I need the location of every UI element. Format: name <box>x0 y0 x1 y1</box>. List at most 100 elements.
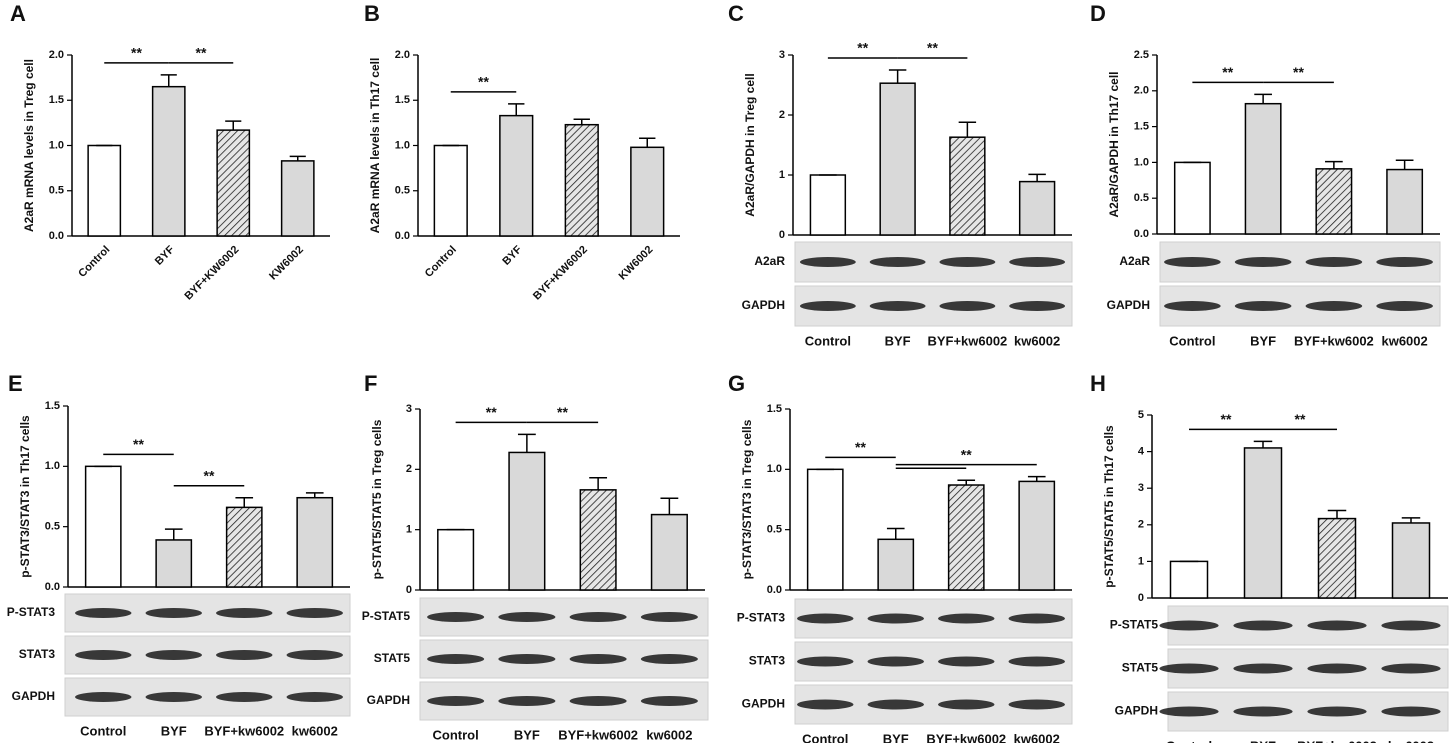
blot-band <box>640 612 698 622</box>
blot-label: STAT3 <box>19 647 56 661</box>
y-tick-label: 1 <box>1138 555 1144 567</box>
y-tick-label: 2.0 <box>49 49 64 61</box>
bar <box>564 123 599 237</box>
blot-label: STAT3 <box>749 654 786 668</box>
blot-label: P-STAT3 <box>7 605 56 619</box>
blot-label: P-STAT3 <box>737 611 786 625</box>
x-tick-label: BYF+kw6002 <box>927 333 1007 348</box>
blot-label: GAPDH <box>1115 704 1158 718</box>
bar <box>225 506 263 588</box>
blot-band <box>498 654 556 664</box>
significance-label: ** <box>1222 64 1233 80</box>
bar <box>1315 168 1353 235</box>
blot-band <box>1234 301 1292 311</box>
blot-band <box>1233 620 1293 631</box>
y-tick-label: 3 <box>779 49 785 61</box>
blot-band <box>569 654 627 664</box>
blot-label: A2aR <box>1119 254 1150 268</box>
panel-label: C <box>728 1 744 26</box>
x-tick-label: BYF <box>1250 738 1276 743</box>
y-tick-label: 0.0 <box>49 230 64 242</box>
blot-band <box>867 656 924 667</box>
blot-band <box>1008 699 1065 710</box>
blot-label: STAT5 <box>1122 661 1159 675</box>
y-tick-label: 1.5 <box>395 94 410 106</box>
blot-band <box>797 656 854 667</box>
blot-band <box>1009 257 1066 267</box>
bar <box>433 144 468 237</box>
blot-band <box>1381 706 1441 717</box>
x-tick-label: BYF <box>161 723 187 738</box>
y-tick-label: 0.0 <box>395 230 410 242</box>
y-tick-label: 1 <box>779 169 785 181</box>
y-tick-label: 3 <box>1138 482 1144 494</box>
blot-band <box>797 699 854 710</box>
blot-band <box>938 613 995 624</box>
x-tick-label: BYF+kw6002 <box>926 731 1006 743</box>
bar <box>1173 161 1211 235</box>
blot-band <box>1159 620 1219 631</box>
y-tick-label: 1.0 <box>767 463 782 475</box>
bar <box>650 513 688 591</box>
blot-band <box>1307 663 1367 674</box>
blot-band <box>1008 613 1065 624</box>
y-axis-label: A2aR/GAPDH in Th17 cell <box>1107 71 1121 217</box>
bar <box>155 539 193 588</box>
bar <box>579 489 617 591</box>
blot-band <box>1305 301 1363 311</box>
bar <box>947 484 985 591</box>
blot-band <box>938 656 995 667</box>
bar <box>280 160 315 237</box>
panel-label: B <box>364 1 380 26</box>
bar <box>296 496 334 588</box>
significance-label: ** <box>961 446 972 462</box>
blot-band <box>427 654 485 664</box>
bar <box>437 528 475 591</box>
y-tick-label: 1.5 <box>1134 121 1149 133</box>
blot-band <box>869 257 926 267</box>
blot-band <box>1381 663 1441 674</box>
blot-label: GAPDH <box>742 298 785 312</box>
y-tick-label: 0.0 <box>45 581 60 593</box>
blot-band <box>427 612 485 622</box>
blot-band <box>1233 663 1293 674</box>
bar <box>1018 480 1056 591</box>
bar <box>216 129 251 237</box>
bar <box>877 538 915 591</box>
x-tick-label: Control <box>802 731 848 743</box>
blot-band <box>1305 257 1363 267</box>
blot-band <box>939 301 996 311</box>
blot-band <box>1233 706 1293 717</box>
y-axis-label: p-STAT3/STAT3 in Th17 cells <box>18 415 32 578</box>
y-axis-label: p-STAT5/STAT5 in Th17 cells <box>1102 425 1116 588</box>
significance-label: ** <box>855 439 866 455</box>
x-tick-label: Control <box>433 727 479 742</box>
blot-band <box>1307 620 1367 631</box>
significance-label: ** <box>927 40 938 56</box>
y-tick-label: 0.5 <box>45 521 60 533</box>
y-tick-label: 4 <box>1138 446 1145 458</box>
x-tick-label: BYF <box>1250 333 1276 348</box>
blot-label: P-STAT5 <box>1110 618 1159 632</box>
x-tick-label: Control <box>423 244 459 280</box>
blot-band <box>75 650 132 660</box>
y-tick-label: 1 <box>406 524 412 536</box>
blot-band <box>640 696 698 706</box>
blot-band <box>216 650 273 660</box>
blot-label: GAPDH <box>1107 298 1150 312</box>
blot-band <box>1376 301 1433 311</box>
x-tick-label: BYF <box>500 243 524 267</box>
blot-band <box>1381 620 1441 631</box>
y-tick-label: 0 <box>779 229 785 241</box>
significance-label: ** <box>1295 411 1306 427</box>
blot-band <box>1164 301 1221 311</box>
y-tick-label: 2.0 <box>395 49 410 61</box>
y-axis-label: A2aR/GAPDH in Treg cell <box>743 73 757 216</box>
x-tick-label: kw6002 <box>1388 738 1434 743</box>
blot-band <box>498 612 556 622</box>
blot-band <box>938 699 995 710</box>
blot-band <box>1159 706 1219 717</box>
y-axis-label: A2aR mRNA levels in Treg cell <box>22 59 36 232</box>
significance-label: ** <box>857 40 868 56</box>
